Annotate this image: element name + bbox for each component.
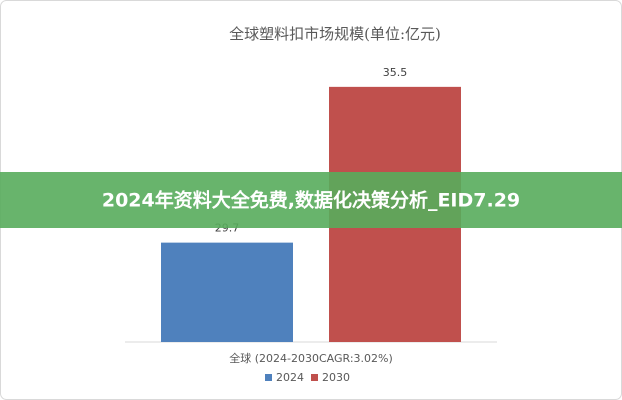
banner xyxy=(0,172,622,228)
bar xyxy=(161,242,293,342)
banner-text: 2024年资料大全免费,数据化决策分析_EID7.29 xyxy=(102,189,520,212)
legend-label: 2030 xyxy=(322,371,350,384)
x-tick-label: 全球 (2024-2030CAGR:3.02%) xyxy=(229,351,393,365)
legend-swatch xyxy=(265,374,272,381)
value-label: 35.5 xyxy=(383,66,408,79)
legend-label: 2024 xyxy=(276,371,304,384)
legend-swatch xyxy=(311,374,318,381)
chart-title: 全球塑料扣市场规模(单位:亿元) xyxy=(229,25,441,43)
